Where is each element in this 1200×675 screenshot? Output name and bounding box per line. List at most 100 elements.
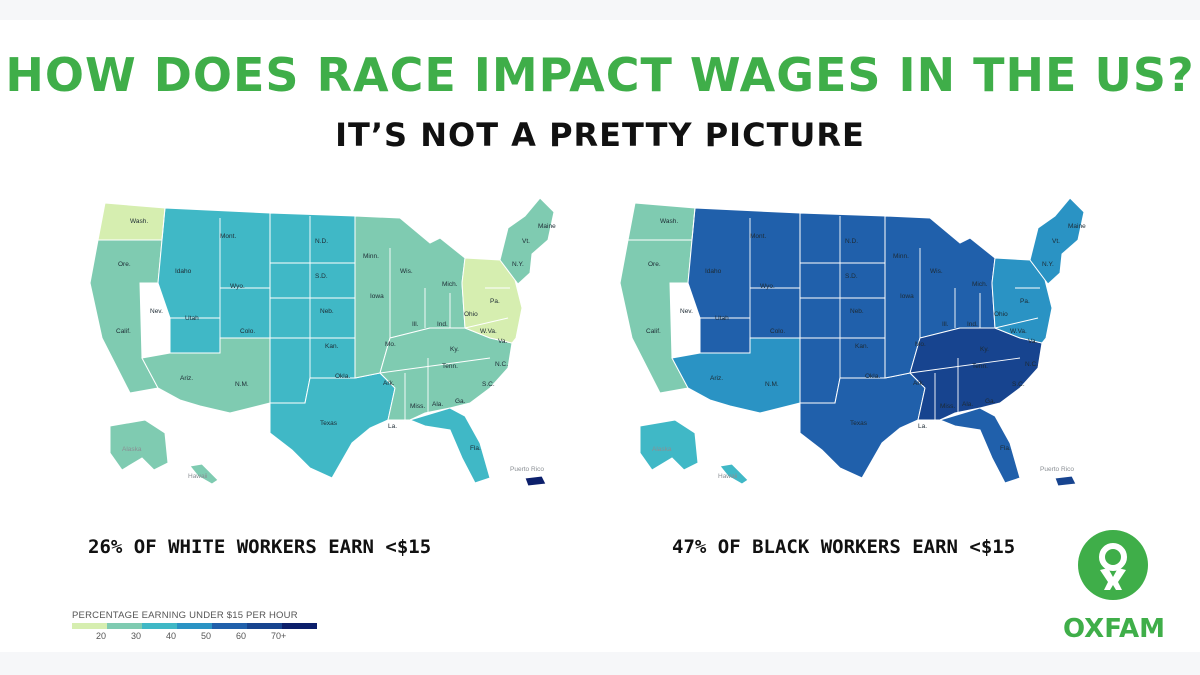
region-puerto-rico [524,475,547,487]
legend-ticks: 20 30 40 50 60 70+ [72,629,332,641]
page-subtitle: IT’S NOT A PRETTY PICTURE [335,116,865,154]
state-label: Texas [320,420,338,427]
region-southwest [671,337,801,414]
state-label: Ariz. [710,375,723,382]
state-label: Miss. [410,403,425,410]
state-label: Ill. [412,321,419,328]
state-label: Ind. [437,321,448,328]
state-label: La. [388,423,397,430]
state-label: Neb. [320,308,334,315]
state-label: S.C. [482,381,495,388]
region-northeast [499,197,555,285]
region-hawaii [189,463,219,485]
legend-swatch [142,623,177,629]
state-border [161,207,166,241]
region-southwest [141,337,271,414]
state-label: Wash. [660,218,678,225]
state-border [464,317,509,329]
state-label: Idaho [705,268,722,275]
legend-swatch [107,623,142,629]
legend-tick: 20 [96,631,107,641]
state-label: Colo. [770,328,785,335]
state-label: N.D. [315,238,328,245]
state-label: Va. [1028,338,1037,345]
territory-label: Alaska [652,446,672,453]
state-label: N.D. [845,238,858,245]
state-label: Kan. [325,343,339,350]
region-alaska [109,419,169,471]
state-label: Ind. [967,321,978,328]
top-band [0,0,1200,20]
caption-black-workers: 47% OF BLACK WORKERS EARN <$15 [672,536,1016,558]
state-label: Nev. [150,308,163,315]
state-label: Ore. [648,261,661,268]
state-label: S.D. [315,273,328,280]
region-southeast [909,327,1043,421]
legend-tick: 50 [201,631,212,641]
state-border [379,357,491,374]
bottom-band [0,652,1200,675]
region-alaska [639,419,699,471]
region-south [799,372,926,479]
state-label: N.Y. [512,261,524,268]
state-label: Miss. [940,403,955,410]
territory-label: Hawaii [718,473,738,480]
state-label: Va. [498,338,507,345]
state-label: Ala. [962,401,973,408]
state-label: Minn. [893,253,909,260]
legend-color-bar [72,623,317,629]
state-label: Utah [185,315,199,322]
state-label: Wis. [930,268,943,275]
state-label: Pa. [490,298,500,305]
state-label: Ill. [942,321,949,328]
legend-tick: 70+ [271,631,287,641]
state-border [909,357,1021,374]
state-label: Neb. [850,308,864,315]
state-label: S.D. [845,273,858,280]
state-label: La. [918,423,927,430]
state-border [691,207,696,241]
state-label: Iowa [900,293,914,300]
region-southeast [379,327,513,421]
state-label: Ga. [455,398,466,405]
state-label: N.C. [1025,361,1038,368]
state-label: Ariz. [180,375,193,382]
oxfam-logo-icon [1078,530,1148,600]
legend-tick: 30 [131,631,142,641]
state-label: Calif. [646,328,661,335]
state-label: Maine [538,223,556,230]
state-label: S.C. [1012,381,1025,388]
legend: PERCENTAGE EARNING UNDER $15 PER HOUR 20… [72,610,332,641]
territory-label: Puerto Rico [1040,466,1074,473]
legend-tick: 60 [236,631,247,641]
state-label: Tenn. [972,363,988,370]
state-label: Okla. [865,373,880,380]
state-label: Kan. [855,343,869,350]
state-label: Ky. [450,346,459,353]
state-label: Idaho [175,268,192,275]
state-label: Tenn. [442,363,458,370]
state-label: Fla. [470,445,481,452]
state-label: Mont. [220,233,236,240]
state-label: Ark. [913,380,925,387]
state-label: Maine [1068,223,1086,230]
legend-swatch [177,623,212,629]
legend-swatch [247,623,282,629]
legend-title: PERCENTAGE EARNING UNDER $15 PER HOUR [72,610,298,621]
state-label: Wash. [130,218,148,225]
state-label: Okla. [335,373,350,380]
caption-white-workers: 26% OF WHITE WORKERS EARN <$15 [88,536,432,558]
state-label: Colo. [240,328,255,335]
state-border [994,317,1039,329]
state-label: Mo. [385,341,396,348]
region-hawaii [719,463,749,485]
state-label: Fla. [1000,445,1011,452]
region-south [269,372,396,479]
page-title: HOW DOES RACE IMPACT WAGES IN THE US? [5,48,1195,102]
territory-label: Puerto Rico [510,466,544,473]
region-northeast [1029,197,1085,285]
oxfam-logo: OXFAM [1058,530,1170,645]
state-label: Vt. [1052,238,1060,245]
state-label: N.C. [495,361,508,368]
